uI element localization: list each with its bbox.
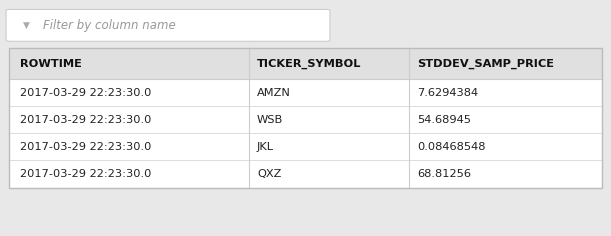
Text: JKL: JKL	[257, 142, 274, 152]
Text: Filter by column name: Filter by column name	[43, 19, 175, 32]
Text: 0.08468548: 0.08468548	[417, 142, 486, 152]
Bar	[9, 160, 602, 188]
Bar	[9, 79, 602, 106]
Text: 54.68945: 54.68945	[417, 115, 471, 125]
Text: 2017-03-29 22:23:30.0: 2017-03-29 22:23:30.0	[20, 142, 152, 152]
FancyBboxPatch shape	[6, 9, 330, 41]
Text: ▼: ▼	[23, 21, 29, 30]
Text: TICKER_SYMBOL: TICKER_SYMBOL	[257, 59, 362, 69]
Text: 2017-03-29 22:23:30.0: 2017-03-29 22:23:30.0	[20, 88, 152, 98]
Text: WSB: WSB	[257, 115, 284, 125]
Text: 2017-03-29 22:23:30.0: 2017-03-29 22:23:30.0	[20, 169, 152, 179]
Text: 2017-03-29 22:23:30.0: 2017-03-29 22:23:30.0	[20, 115, 152, 125]
Text: 68.81256: 68.81256	[417, 169, 471, 179]
Bar	[9, 48, 602, 79]
Text: ROWTIME: ROWTIME	[20, 59, 82, 69]
Text: STDDEV_SAMP_PRICE: STDDEV_SAMP_PRICE	[417, 59, 554, 69]
Bar	[9, 48, 602, 188]
Text: 7.6294384: 7.6294384	[417, 88, 478, 98]
Bar	[9, 133, 602, 160]
Text: AMZN: AMZN	[257, 88, 291, 98]
Text: QXZ: QXZ	[257, 169, 282, 179]
Bar	[9, 106, 602, 133]
